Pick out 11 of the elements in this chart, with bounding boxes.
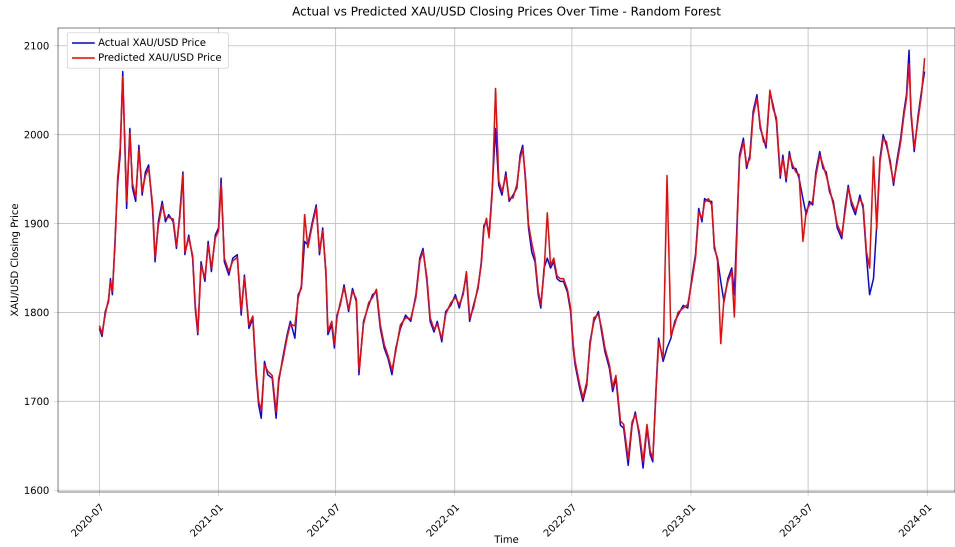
legend-label: Actual XAU/USD Price	[98, 38, 206, 47]
chart-title: Actual vs Predicted XAU/USD Closing Prices Over Time - Random Forest	[292, 6, 721, 18]
y-tick-label: 1900	[24, 220, 49, 228]
x-axis-title: Time	[494, 535, 518, 543]
y-tick-label: 2000	[24, 130, 49, 138]
legend-label: Predicted XAU/USD Price	[99, 53, 222, 62]
y-tick-label: 1700	[24, 398, 49, 406]
y-tick-label: 2100	[24, 42, 49, 50]
y-tick-label: 1600	[24, 486, 49, 494]
y-tick-label: 1800	[24, 308, 49, 316]
y-axis-title: XAU/USD Closing Price	[10, 204, 20, 316]
